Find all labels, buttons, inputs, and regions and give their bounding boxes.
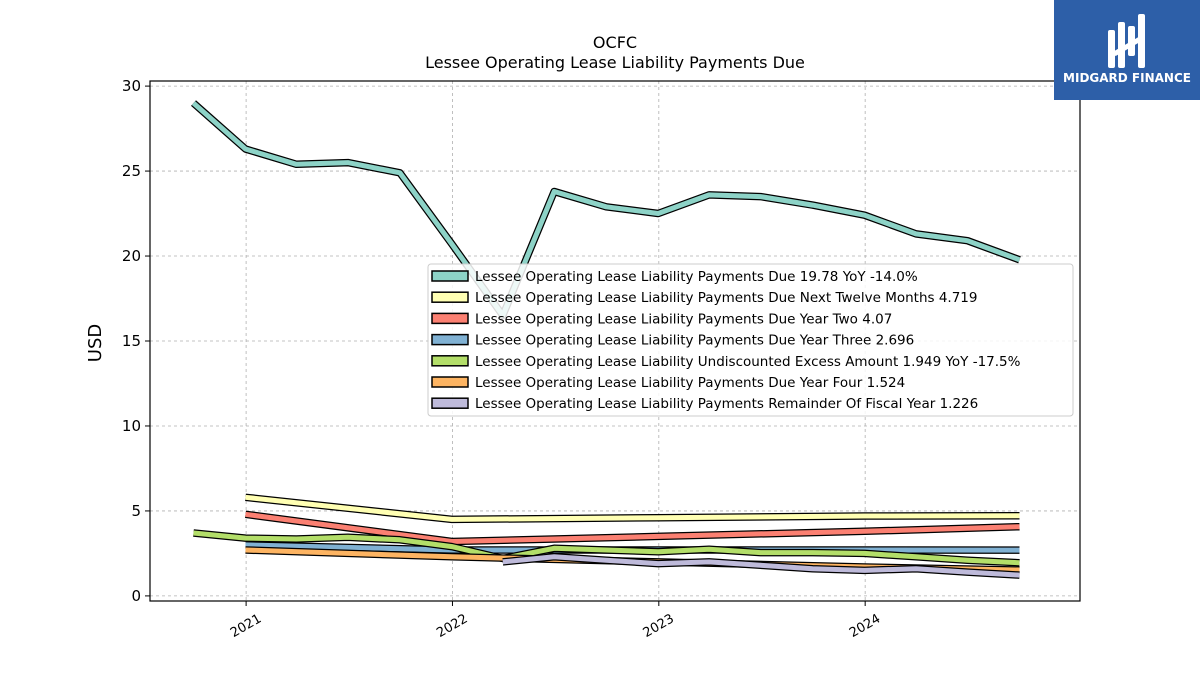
logo-text: MIDGARD FINANCE [1063,71,1191,85]
y-axis: 0 5 10 15 20 25 30 [122,77,150,605]
y-tick-label: 20 [122,247,141,265]
legend-swatch [431,397,469,409]
legend-swatch [431,333,469,346]
series-line [245,494,1020,522]
chart-subtitle: Lessee Operating Lease Liability Payment… [425,53,805,72]
x-axis: 2021 2022 2023 2024 [228,601,883,641]
legend: Lessee Operating Lease Liability Payment… [427,263,1074,417]
legend-label: Lessee Operating Lease Liability Payment… [475,290,977,306]
plot-frame [149,80,1081,602]
legend-swatch [431,270,469,282]
legend-label: Lessee Operating Lease Liability Payment… [475,396,978,412]
legend-swatch [431,291,469,303]
legend-swatch [431,312,469,325]
y-tick-label: 0 [131,587,141,605]
legend-label: Lessee Operating Lease Liability Payment… [475,269,918,285]
legend-label: Lessee Operating Lease Liability Payment… [475,375,905,391]
legend-label: Lessee Operating Lease Liability Payment… [475,311,892,327]
y-axis-label: USD [85,324,106,362]
legend-swatch [431,376,469,388]
legend-label: Lessee Operating Lease Liability Undisco… [475,354,1021,370]
series-line [193,530,1020,566]
brand-logo: MIDGARD FINANCE [1054,0,1200,100]
legend-box [427,263,1074,417]
x-tick-label: 2021 [228,611,264,641]
y-tick-label: 15 [122,332,141,350]
legend-swatch [431,355,469,367]
y-tick-label: 30 [122,77,141,95]
series-line [191,101,1021,318]
y-tick-label: 5 [131,502,141,520]
series-line [245,511,1020,544]
series-lines [191,100,1021,579]
x-tick-label: 2024 [847,611,883,641]
x-tick-label: 2023 [641,611,677,641]
logo-mark-icon [1108,14,1145,68]
x-tick-label: 2022 [434,611,470,641]
y-tick-label: 10 [122,417,141,435]
chart-title: OCFC [593,33,637,52]
legend-label: Lessee Operating Lease Liability Payment… [475,333,914,349]
y-tick-label: 25 [122,162,141,180]
series-line [502,554,1020,578]
